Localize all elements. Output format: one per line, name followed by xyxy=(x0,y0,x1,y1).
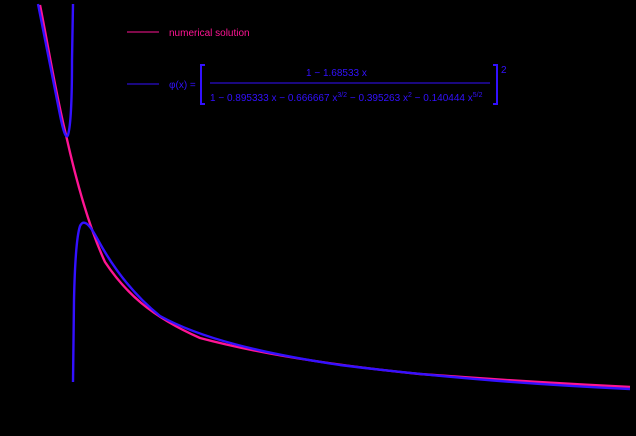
formula-denominator: 1 − 0.895333 x − 0.666667 x3/2 − 0.39526… xyxy=(210,92,483,104)
formula-numerator: 1 − 1.68533 x xyxy=(306,68,367,79)
legend-label-numerical: numerical solution xyxy=(169,28,250,39)
legend-label-phi-prefix: φ(x) = xyxy=(169,80,196,91)
right-bracket xyxy=(493,64,498,105)
outer-exponent: 2 xyxy=(501,65,507,76)
phi-curve-branch-2 xyxy=(71,221,631,391)
left-bracket xyxy=(200,64,205,105)
phi-curve-branch-1 xyxy=(36,3,75,138)
